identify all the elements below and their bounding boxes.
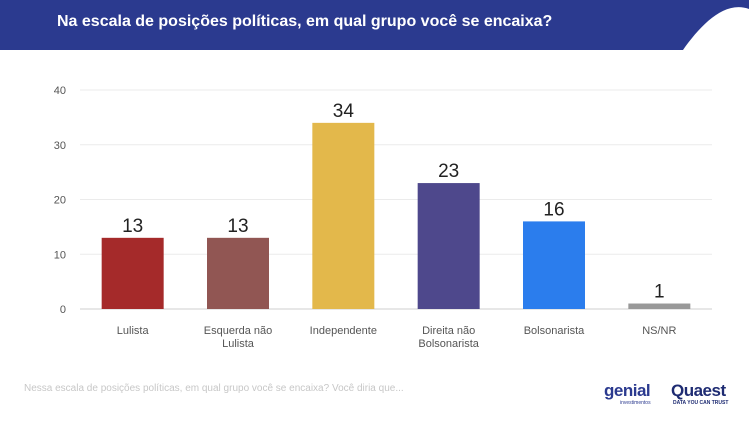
data-label: 1 [654, 282, 665, 303]
data-label: 34 [333, 101, 355, 122]
bar [312, 122, 375, 309]
bar [101, 237, 164, 309]
y-tick-label: 0 [60, 304, 66, 316]
quaest-logo-word: Quaest [671, 381, 726, 400]
bar [417, 183, 480, 309]
x-tick-label: NS/NR [642, 325, 676, 337]
x-tick-label: Esquerda não [204, 325, 273, 337]
data-label: 23 [438, 161, 459, 182]
y-tick-label: 40 [54, 85, 66, 97]
bar [523, 221, 585, 309]
bar [207, 237, 269, 309]
x-tick-label: Bolsonarista [418, 338, 479, 350]
y-axis-ticks: 0 10 20 30 40 [54, 85, 66, 316]
x-tick-label: Bolsonarista [524, 325, 585, 337]
x-tick-label: Direita não [422, 325, 475, 337]
y-tick-label: 30 [54, 140, 66, 152]
y-tick-label: 10 [54, 249, 66, 261]
quaest-logo: Quaest DATA YOU CAN TRUST [671, 381, 735, 407]
quaest-logo-sub: DATA YOU CAN TRUST [673, 400, 729, 406]
genial-logo-word: genial [604, 381, 651, 400]
y-tick-label: 20 [54, 195, 66, 207]
data-labels: 13 13 34 23 16 1 [122, 101, 665, 303]
data-label: 13 [227, 216, 248, 237]
data-label: 13 [122, 216, 143, 237]
data-label: 16 [543, 199, 564, 220]
header-background [0, 0, 749, 50]
page-title: Na escala de posições políticas, em qual… [57, 13, 553, 30]
x-tick-label: Independente [310, 325, 377, 337]
header-banner: Na escala de posições políticas, em qual… [0, 0, 749, 50]
bar [628, 303, 691, 309]
x-tick-label: Lulista [222, 338, 255, 350]
grid-lines [80, 89, 712, 310]
genial-logo-sub: investimentos [620, 400, 651, 406]
chart-caption: Nessa escala de posições políticas, em q… [24, 383, 404, 394]
bars [101, 122, 691, 309]
x-tick-label: Lulista [117, 325, 150, 337]
genial-logo: genial investimentos [604, 381, 664, 407]
